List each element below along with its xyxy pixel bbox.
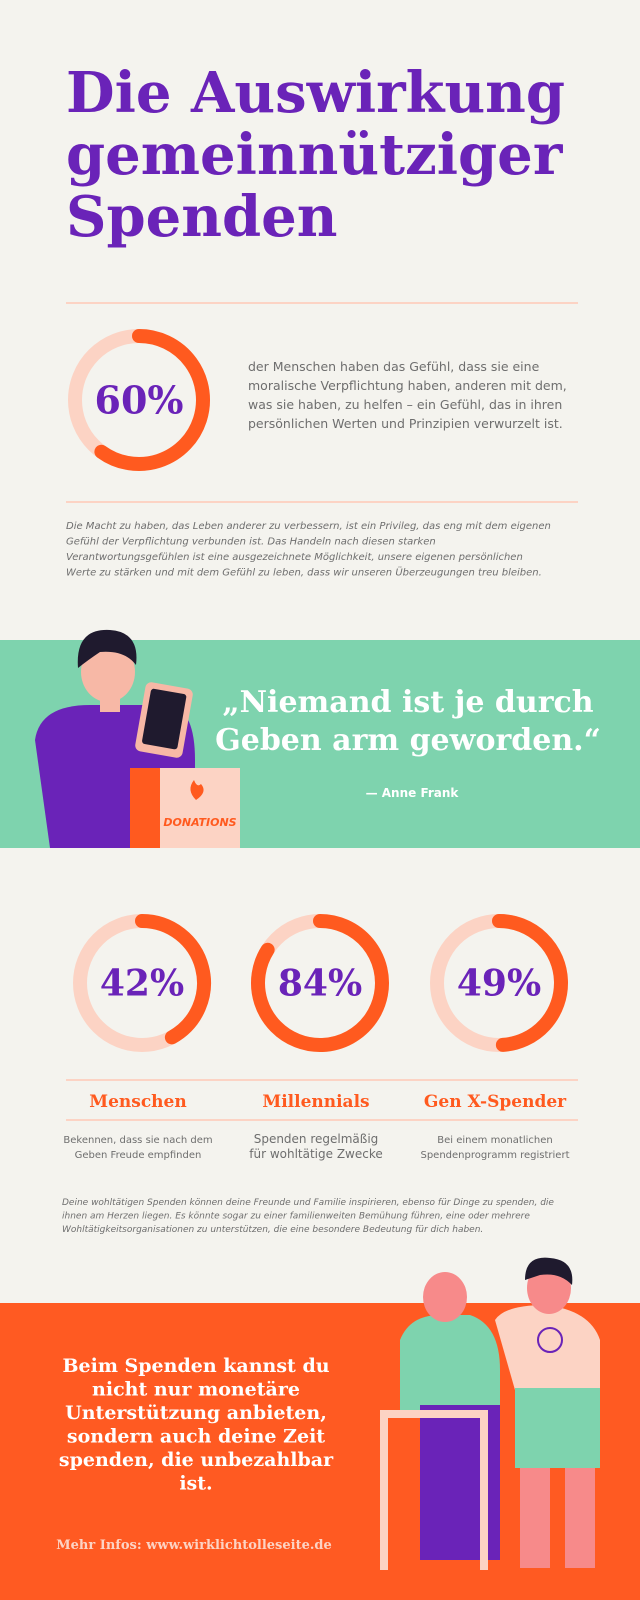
group-label: Gen X-Spender xyxy=(424,1092,567,1112)
donut-arc xyxy=(135,914,211,1045)
quote: „Niemand ist je durch xyxy=(222,685,593,720)
stat-text: was sie haben, zu helfen – ein Gefühl, d… xyxy=(248,397,562,412)
quote: Geben arm geworden.“ xyxy=(215,723,601,758)
title: Spenden xyxy=(66,184,337,250)
title: gemeinnütziger xyxy=(66,122,564,188)
group-text: Bei einem monatlichen xyxy=(437,1135,552,1146)
group-text: Geben Freude empfinden xyxy=(75,1150,202,1161)
footer-text: Beim Spenden kannst du xyxy=(62,1355,329,1377)
box-label: DONATIONS xyxy=(163,816,236,829)
footer-text: nicht nur monetäre xyxy=(92,1379,300,1401)
footer-link: Mehr Infos: www.wirklichtolleseite.de xyxy=(56,1538,331,1553)
group-text: Spendenprogramm registriert xyxy=(420,1150,569,1161)
donut-label: 42% xyxy=(100,963,184,1005)
stat-text: persönlichen Werten und Prinzipien verwu… xyxy=(248,416,563,431)
donut-label: 49% xyxy=(457,963,541,1005)
stat-text: der Menschen haben das Gefühl, dass sie … xyxy=(248,359,540,374)
note: Gefühl der Verpflichtung verbunden ist. … xyxy=(66,537,436,548)
group-text: Spenden regelmäßig xyxy=(254,1132,379,1146)
donut-arc xyxy=(251,914,389,1052)
donut-label: 84% xyxy=(278,963,362,1005)
note: Wohltätigkeitsorganisationen zu unterstü… xyxy=(62,1225,483,1235)
donut-arc xyxy=(492,914,569,1052)
note: Werte zu stärken und mit dem Gefühl zu l… xyxy=(66,566,542,579)
footer-text: spenden, die unbezahlbar xyxy=(59,1449,334,1471)
group-label: Menschen xyxy=(89,1092,186,1112)
footer-text: ist. xyxy=(179,1473,212,1495)
group-text: Bekennen, dass sie nach dem xyxy=(63,1135,212,1146)
group-text: für wohltätige Zwecke xyxy=(249,1147,383,1161)
group-label: Millennials xyxy=(262,1092,369,1112)
note: ihnen am Herzen liegen. Es könnte sogar … xyxy=(62,1212,530,1222)
title: Die Auswirkung xyxy=(66,60,565,126)
footer-text: sondern auch deine Zeit xyxy=(67,1426,325,1448)
donut-label: 60% xyxy=(95,377,184,422)
note: Deine wohltätigen Spenden können deine F… xyxy=(62,1198,554,1208)
note: Verantwortungsgefühlen ist eine ausgezei… xyxy=(66,552,523,563)
footer-text: Unterstützung anbieten, xyxy=(65,1402,327,1424)
illustration-donor xyxy=(35,629,240,848)
quote-author: — Anne Frank xyxy=(366,786,460,800)
note: Die Macht zu haben, das Leben anderer zu… xyxy=(66,521,551,532)
donut-arc xyxy=(94,329,210,471)
illustration-helpers xyxy=(380,1257,600,1570)
stat-text: moralische Verpflichtung haben, anderen … xyxy=(248,378,567,393)
